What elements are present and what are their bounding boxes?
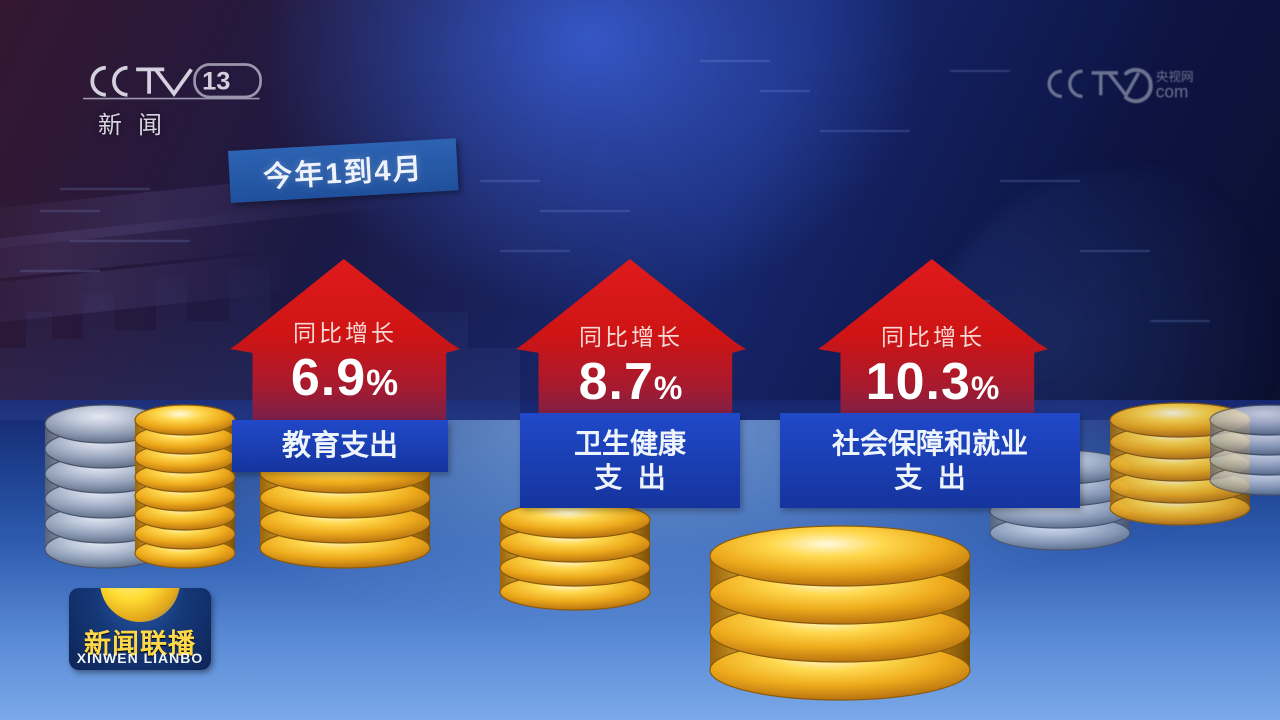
svg-text:com: com: [1156, 82, 1188, 102]
svg-text:13: 13: [202, 67, 230, 95]
